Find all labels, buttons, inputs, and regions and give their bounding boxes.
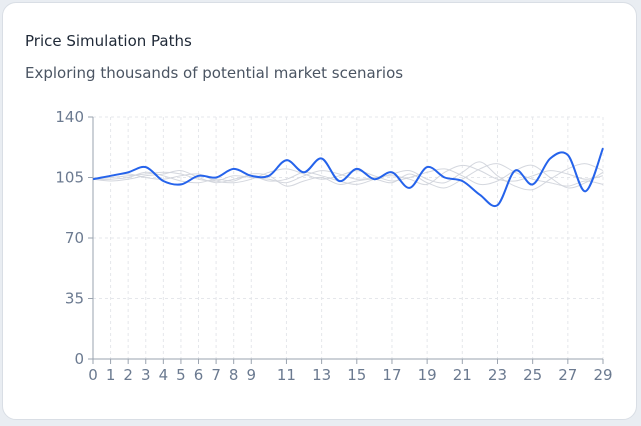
y-tick-label: 140 [55, 108, 84, 126]
x-tick-label: 7 [211, 366, 221, 384]
x-tick-label: 11 [277, 366, 296, 384]
y-tick-label: 70 [65, 229, 84, 247]
x-tick-label: 1 [106, 366, 116, 384]
x-tick-label: 27 [558, 366, 577, 384]
x-tick-label: 2 [123, 366, 133, 384]
x-tick-label: 13 [312, 366, 331, 384]
x-tick-label: 15 [347, 366, 366, 384]
y-tick-label: 105 [55, 169, 84, 187]
x-tick-label: 17 [382, 366, 401, 384]
x-tick-label: 0 [88, 366, 98, 384]
x-tick-label: 21 [453, 366, 472, 384]
y-tick-label: 35 [65, 290, 84, 308]
chart-card [2, 2, 637, 420]
x-tick-label: 29 [593, 366, 612, 384]
x-tick-label: 4 [159, 366, 169, 384]
x-tick-label: 8 [229, 366, 239, 384]
x-tick-label: 3 [141, 366, 151, 384]
x-tick-label: 19 [418, 366, 437, 384]
chart-subtitle: Exploring thousands of potential market … [25, 64, 404, 82]
y-tick-label: 0 [74, 350, 84, 368]
highlighted-price-path [92, 147, 604, 208]
x-tick-label: 25 [523, 366, 542, 384]
x-tick-label: 6 [194, 366, 204, 384]
x-tick-label: 23 [488, 366, 507, 384]
scenario-path [92, 161, 604, 191]
chart-title: Price Simulation Paths [25, 32, 192, 50]
x-tick-label: 9 [247, 366, 257, 384]
x-tick-label: 5 [176, 366, 186, 384]
